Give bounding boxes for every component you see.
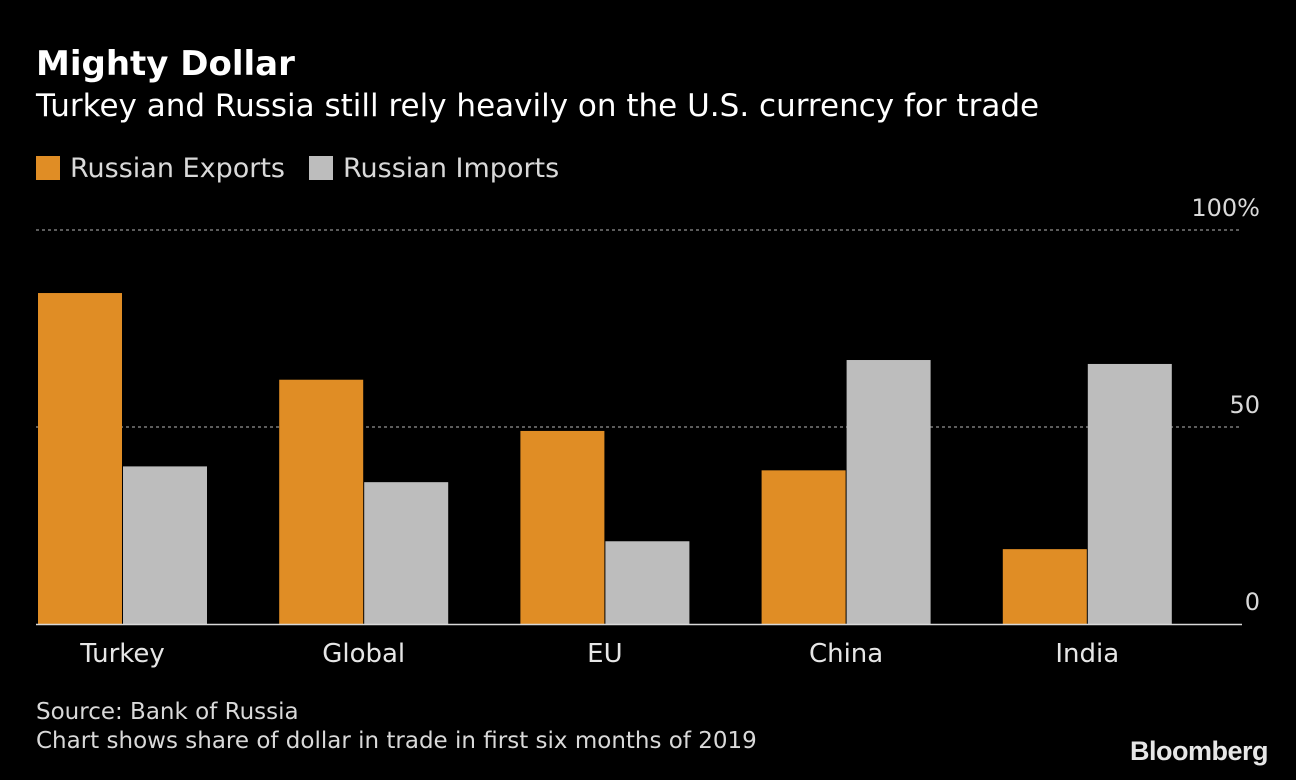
y-tick-label-100: 100% xyxy=(1191,194,1260,222)
bar-russian-imports-china xyxy=(846,360,931,624)
bar-russian-imports-global xyxy=(364,482,449,624)
bar-russian-exports-china xyxy=(761,470,846,624)
bar-russian-exports-turkey xyxy=(38,293,122,624)
x-tick-label-india: India xyxy=(1055,639,1119,669)
legend-item-exports: Russian Exports xyxy=(36,153,285,184)
bar-chart: 0 50 100% Turkey Global EU China India xyxy=(36,194,1260,669)
bar-russian-imports-eu xyxy=(605,541,690,624)
bloomberg-logo: Bloomberg xyxy=(1129,736,1269,766)
chart-note: Chart shows share of dollar in trade in … xyxy=(36,728,757,754)
x-tick-label-global: Global xyxy=(322,639,405,669)
legend-swatch-exports xyxy=(36,156,60,180)
legend-item-imports: Russian Imports xyxy=(309,153,559,184)
bar-russian-imports-turkey xyxy=(123,466,207,624)
bar-russian-imports-india xyxy=(1087,363,1172,624)
legend: Russian Exports Russian Imports xyxy=(36,149,583,187)
bar-russian-exports-india xyxy=(1002,549,1087,624)
chart-title: Mighty Dollar xyxy=(36,44,295,84)
x-tick-label-china: China xyxy=(809,639,883,669)
source-note: Source: Bank of Russia Chart shows share… xyxy=(36,698,757,756)
bar-russian-exports-eu xyxy=(520,430,605,624)
chart-subtitle: Turkey and Russia still rely heavily on … xyxy=(36,88,1040,124)
source-line: Source: Bank of Russia xyxy=(36,699,299,725)
x-tick-label-eu: EU xyxy=(587,639,622,669)
x-tick-label-turkey: Turkey xyxy=(79,639,165,669)
legend-label-imports: Russian Imports xyxy=(343,152,560,184)
y-tick-label-0: 0 xyxy=(1245,588,1260,616)
legend-swatch-imports xyxy=(309,156,333,180)
legend-label-exports: Russian Exports xyxy=(70,152,285,184)
bar-russian-exports-global xyxy=(279,379,364,624)
y-tick-label-50: 50 xyxy=(1229,391,1260,419)
